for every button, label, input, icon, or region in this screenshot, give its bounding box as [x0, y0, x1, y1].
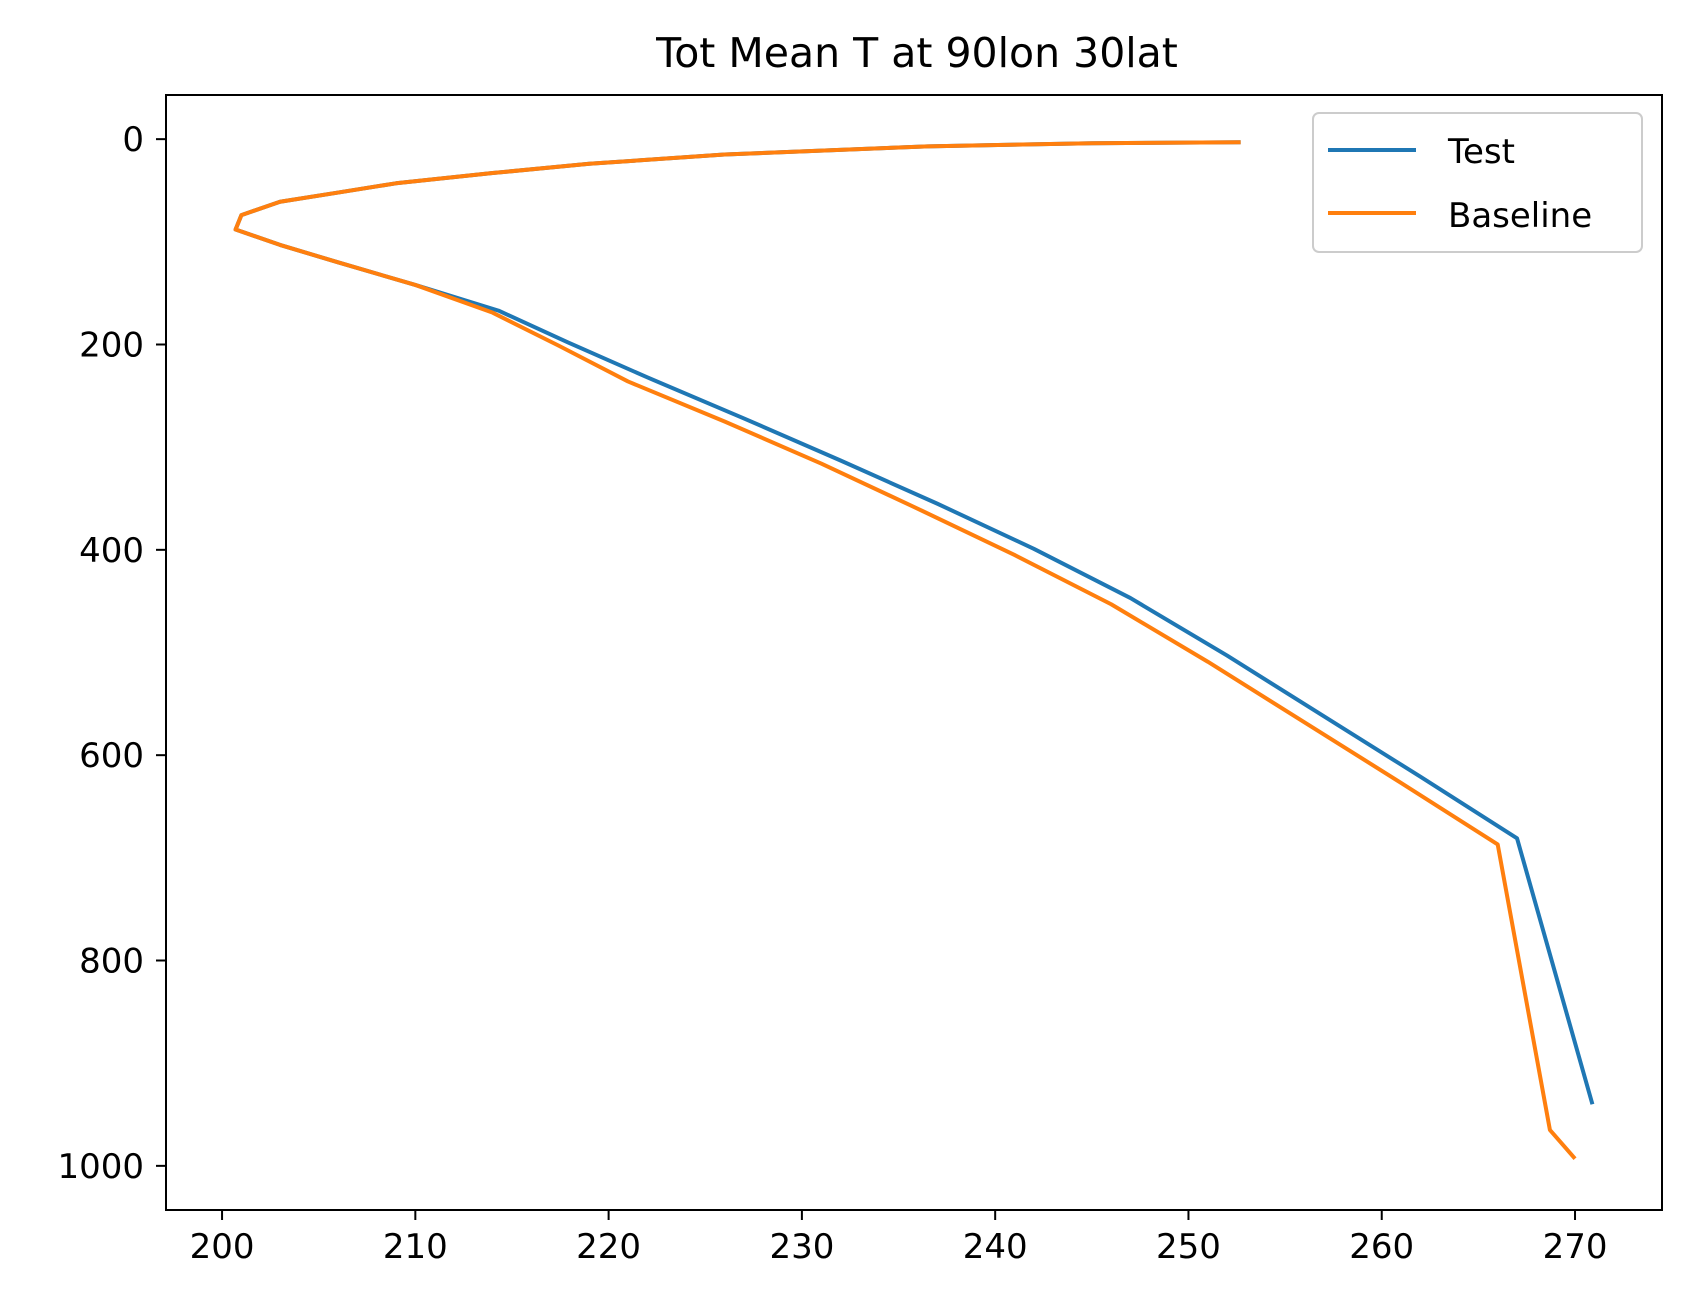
plot-frame — [165, 94, 1663, 1211]
x-tick-label: 200 — [190, 1227, 255, 1267]
x-axis: 200 210 220 230 240 250 260 270 — [190, 1210, 1608, 1267]
x-tick-label: 220 — [576, 1227, 641, 1267]
x-tick-label: 260 — [1349, 1227, 1414, 1267]
y-tick-label: 400 — [79, 531, 144, 571]
x-tick-label: 230 — [769, 1227, 834, 1267]
legend: Test Baseline — [1312, 112, 1643, 253]
x-tick-label: 270 — [1543, 1227, 1608, 1267]
legend-label-baseline: Baseline — [1448, 196, 1592, 236]
y-tick-label: 600 — [79, 736, 144, 776]
x-tick-label: 240 — [963, 1227, 1028, 1267]
plot-lines — [233, 140, 1595, 1160]
y-tick-label: 800 — [79, 942, 144, 982]
x-tick-label: 210 — [383, 1227, 448, 1267]
chart-title: Tot Mean T at 90lon 30lat — [655, 29, 1178, 77]
legend-label-test: Test — [1447, 132, 1515, 172]
legend-box — [1312, 112, 1643, 253]
y-tick-label: 0 — [122, 120, 144, 160]
y-tick-label: 200 — [79, 325, 144, 365]
y-axis: 0 200 400 600 800 1000 — [57, 120, 166, 1187]
y-tick-label: 1000 — [57, 1147, 144, 1187]
series-line-baseline — [233, 140, 1577, 1160]
x-tick-label: 250 — [1156, 1227, 1221, 1267]
